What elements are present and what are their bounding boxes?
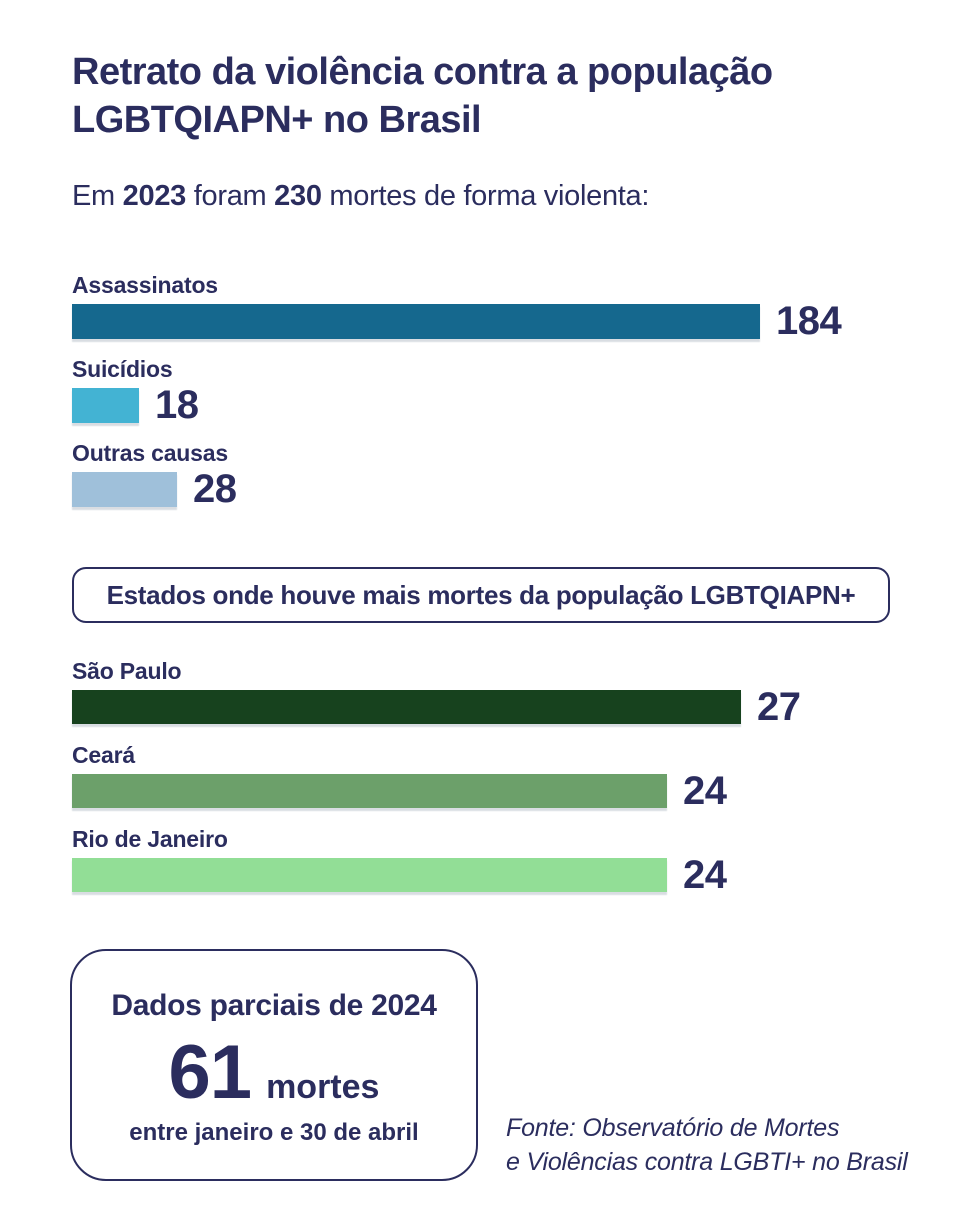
bar-assassinatos: [72, 303, 760, 339]
bar-value: 28: [193, 467, 237, 511]
partial-deaths-line: 61 mortes: [72, 1033, 476, 1113]
partial-deaths-unit: mortes: [266, 1068, 380, 1106]
subtitle-post: mortes de forma violenta:: [321, 180, 650, 212]
bar-value: 27: [757, 685, 801, 729]
bar-label: Outras causas: [72, 440, 228, 466]
bar-value: 24: [683, 853, 727, 897]
partial-deaths-number: 61: [168, 1030, 253, 1115]
page-title-line-2: LGBTQIAPN+ no Brasil: [72, 99, 482, 141]
bar-rio-de-janeiro: [72, 858, 667, 892]
bar-row-suicidios: Suicídios 18: [72, 355, 920, 427]
partial-data-box: Dados parciais de 2024 61 mortes entre j…: [70, 949, 478, 1181]
source-line-1: Fonte: Observatório de Mortes: [506, 1114, 840, 1142]
bar-row-outras-causas: Outras causas 28: [72, 439, 920, 511]
deaths-by-cause-chart: Assassinatos 184 Suicídios 18 Outras cau…: [72, 271, 920, 511]
partial-box-title: Dados parciais de 2024: [111, 989, 437, 1022]
bar-ceara: [72, 774, 667, 808]
deaths-by-state-chart: São Paulo 27 Ceará 24 Rio de Janeiro 24: [72, 657, 920, 897]
bar-value: 18: [155, 383, 199, 427]
bar-value: 184: [776, 299, 842, 343]
subtitle-pre: Em: [72, 180, 123, 212]
bar-label: Rio de Janeiro: [72, 826, 228, 852]
bar-suicidios: [72, 387, 139, 423]
bar-value: 24: [683, 769, 727, 813]
subtitle-year: 2023: [122, 180, 187, 212]
source-note: Fonte: Observatório de Mortes e Violênci…: [506, 1111, 908, 1179]
bar-label: São Paulo: [72, 658, 182, 684]
page-title-line-1: Retrato da violência contra a população: [72, 51, 773, 93]
states-section-header-box: Estados onde houve mais mortes da popula…: [72, 567, 890, 623]
subtitle-mid: foram: [186, 180, 275, 212]
bar-sao-paulo: [72, 690, 741, 724]
subtitle: Em 2023 foram 230 mortes de forma violen…: [72, 180, 920, 213]
bar-row-sao-paulo: São Paulo 27: [72, 657, 920, 729]
page-title: Retrato da violência contra a população …: [72, 48, 920, 144]
source-line-2: e Violências contra LGBTI+ no Brasil: [506, 1148, 908, 1176]
partial-period: entre janeiro e 30 de abril: [129, 1119, 419, 1146]
bar-outras-causas: [72, 471, 177, 507]
bar-row-assassinatos: Assassinatos 184: [72, 271, 920, 343]
states-section-header-label: Estados onde houve mais mortes da popula…: [106, 579, 856, 610]
bar-row-rio-de-janeiro: Rio de Janeiro 24: [72, 825, 920, 897]
bar-label: Assassinatos: [72, 272, 218, 298]
bar-label: Ceará: [72, 742, 135, 768]
bar-label: Suicídios: [72, 356, 173, 382]
bar-row-ceara: Ceará 24: [72, 741, 920, 813]
subtitle-count: 230: [274, 180, 322, 212]
bottom-section: Dados parciais de 2024 61 mortes entre j…: [70, 949, 920, 1181]
